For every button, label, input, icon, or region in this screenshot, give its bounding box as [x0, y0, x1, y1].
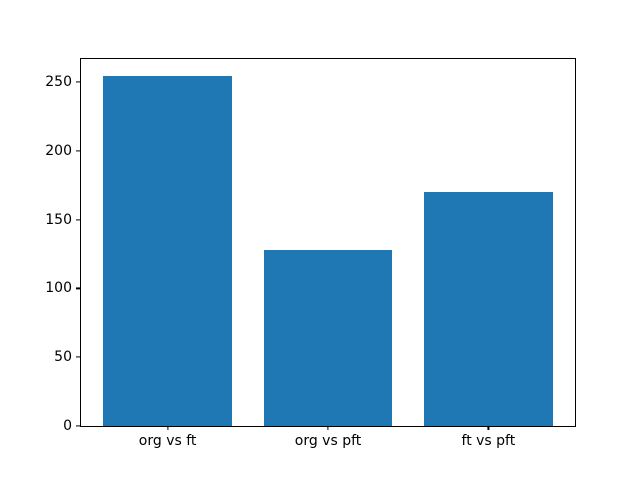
x-tick-label: org vs ft [138, 433, 197, 449]
x-tick-label: org vs pft [294, 433, 362, 449]
x-tick-label: ft vs pft [461, 433, 516, 449]
y-tick-label: 0 [63, 418, 72, 434]
y-tick-label: 100 [45, 280, 72, 297]
bar-ft-vs-pft [424, 192, 553, 426]
x-tick-mark [167, 426, 169, 430]
x-tick-mark [327, 426, 329, 430]
y-tick-mark [76, 81, 80, 83]
x-tick-mark [487, 426, 489, 430]
y-tick-mark [76, 356, 80, 358]
plot-area: 0 50 100 150 200 250 org vs ft org vs pft ft vs … [45, 58, 576, 448]
y-tick-mark [76, 425, 80, 427]
bar-org-vs-pft [263, 249, 393, 426]
bar-org-vs-ft [103, 76, 232, 426]
y-tick-label: 50 [54, 349, 72, 366]
y-tick-mark [76, 150, 80, 152]
y-tick-mark [76, 287, 80, 289]
y-tick-mark [76, 218, 80, 221]
y-tick-label: 150 [45, 211, 72, 228]
y-tick-label: 200 [45, 142, 72, 159]
y-tick-label: 250 [45, 73, 72, 90]
